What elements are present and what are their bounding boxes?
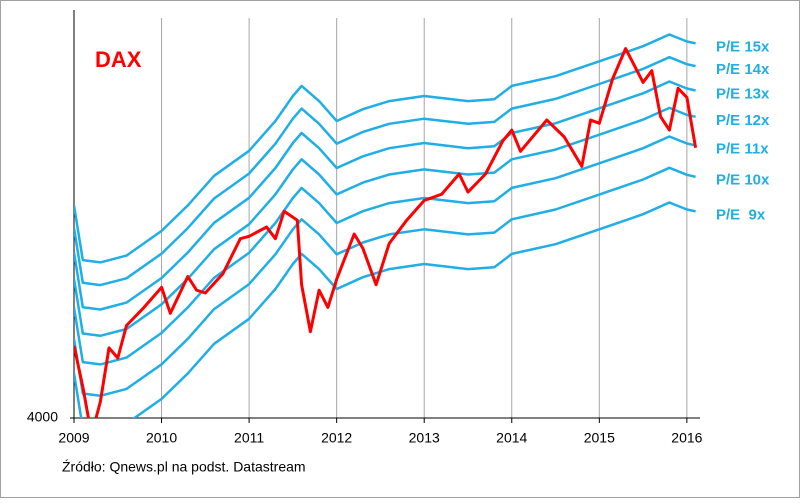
series-line [74,55,696,287]
series-line [74,166,696,398]
x-tick-label: 2013 [409,430,440,446]
legend-label: P/E 10x [716,172,770,189]
series-line [74,47,698,418]
series-line [74,106,696,338]
legend-label: P/E 14x [716,61,770,78]
x-tick-label: 2011 [234,430,264,446]
plot-area [74,33,698,418]
legend-label: P/E 13x [716,85,770,102]
series-line [74,33,696,264]
legend-label: P/E 9x [716,206,766,223]
x-tick-label: 2014 [496,430,527,446]
x-tick-label: 2012 [321,430,352,446]
series-line [74,201,696,418]
legend-label: P/E 12x [716,112,770,129]
legend-label: P/E 15x [716,38,770,55]
x-tick-label: 2016 [671,430,702,446]
source: Źródło: Qnews.pl na podst. Datastream [62,459,306,475]
series-line [74,135,696,366]
legend-label: P/E 11x [716,140,769,157]
x-tick-label: 2009 [58,430,89,446]
labels: P/E 15x P/E 14x P/E 13x P/E 12x P/E 11x P/E 1… [716,38,770,223]
x-tick-label: 2015 [584,430,615,446]
x-tick-label: 2010 [146,430,177,446]
series-line [74,80,696,311]
y-tick-label: 4000 [27,409,58,425]
chart-title: DAX [95,47,142,72]
